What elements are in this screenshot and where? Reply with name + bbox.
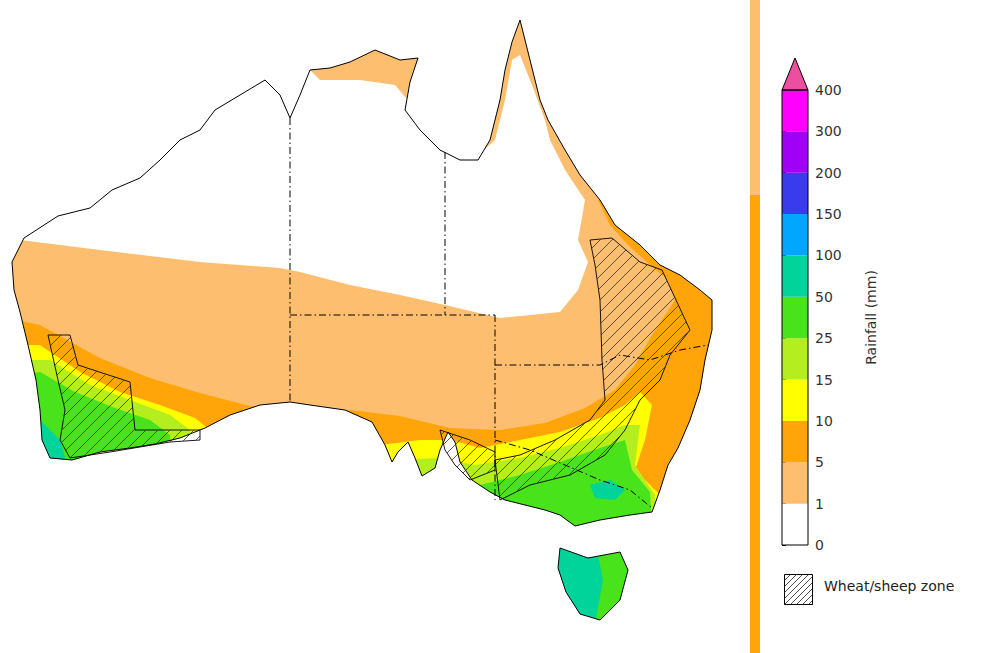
svg-text:1: 1 <box>815 496 824 512</box>
svg-text:5: 5 <box>815 454 824 470</box>
svg-text:Wheat/sheep zone: Wheat/sheep zone <box>824 578 954 594</box>
svg-text:100: 100 <box>815 247 842 263</box>
svg-text:150: 150 <box>815 206 842 222</box>
svg-text:300: 300 <box>815 123 842 139</box>
svg-text:15: 15 <box>815 372 833 388</box>
svg-text:200: 200 <box>815 165 842 181</box>
svg-text:0: 0 <box>815 537 824 553</box>
svg-text:50: 50 <box>815 289 833 305</box>
svg-text:10: 10 <box>815 413 833 429</box>
svg-text:Rainfall (mm): Rainfall (mm) <box>863 270 879 365</box>
svg-text:400: 400 <box>815 82 842 98</box>
svg-text:25: 25 <box>815 330 833 346</box>
